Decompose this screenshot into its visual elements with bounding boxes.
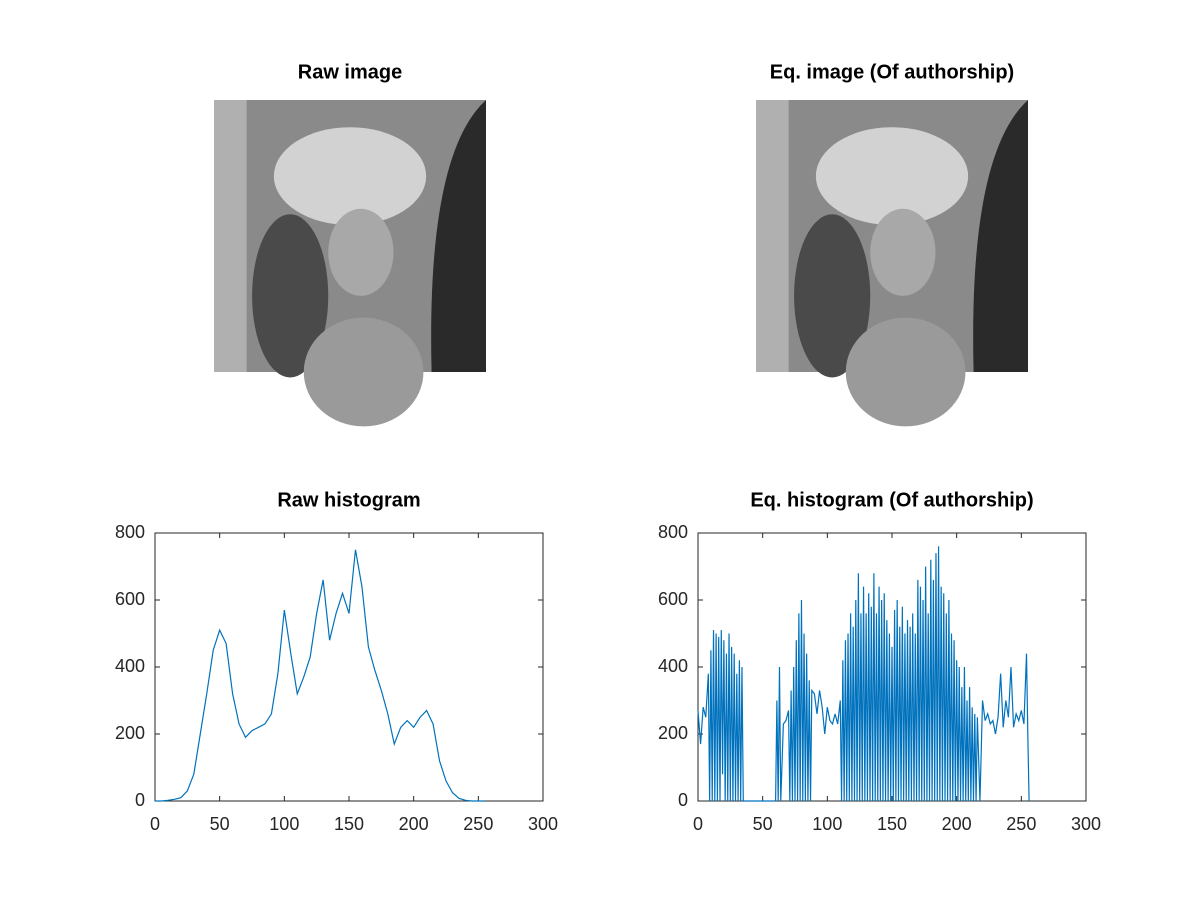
x-tick-label: 150	[877, 814, 907, 834]
y-tick-label: 400	[658, 656, 688, 676]
y-tick-label: 800	[115, 522, 145, 542]
y-tick-label: 200	[658, 723, 688, 743]
x-tick-label: 250	[463, 814, 493, 834]
y-tick-label: 800	[658, 522, 688, 542]
y-tick-label: 400	[115, 656, 145, 676]
x-tick-label: 50	[753, 814, 773, 834]
image-arch	[431, 100, 486, 372]
subplot-title: Raw histogram	[277, 489, 420, 511]
x-tick-label: 100	[812, 814, 842, 834]
x-tick-label: 0	[693, 814, 703, 834]
image-hat	[273, 127, 427, 226]
axes-box	[154, 532, 544, 802]
y-tick-label: 200	[115, 723, 145, 743]
histogram-line	[155, 549, 485, 802]
x-tick-label: 300	[1071, 814, 1101, 834]
x-tick-label: 300	[528, 814, 558, 834]
x-tick-label: 250	[1006, 814, 1036, 834]
image-shade	[756, 100, 789, 372]
image	[756, 100, 1028, 427]
x-tick-label: 0	[150, 814, 160, 834]
image-shade	[214, 100, 247, 372]
subplot-title: Eq. image (Of authorship)	[770, 61, 1014, 83]
image	[214, 100, 486, 427]
image-shoulder	[303, 317, 424, 427]
image-face	[328, 208, 394, 296]
y-tick-label: 0	[135, 790, 145, 810]
x-tick-label: 100	[269, 814, 299, 834]
image-hair	[794, 214, 871, 378]
subplot-title: Eq. histogram (Of authorship)	[750, 489, 1033, 511]
x-tick-label: 200	[399, 814, 429, 834]
x-tick-label: 200	[942, 814, 972, 834]
x-tick-label: 150	[334, 814, 364, 834]
image-hat	[815, 127, 969, 226]
image-face	[870, 208, 936, 296]
y-tick-label: 600	[658, 589, 688, 609]
y-tick-label: 0	[678, 790, 688, 810]
image-hair	[252, 214, 329, 378]
y-tick-label: 600	[115, 589, 145, 609]
subplot-title: Raw image	[298, 61, 402, 83]
image-arch	[973, 100, 1028, 372]
histogram-line	[697, 546, 1030, 802]
image-shoulder	[845, 317, 966, 427]
x-tick-label: 50	[210, 814, 230, 834]
